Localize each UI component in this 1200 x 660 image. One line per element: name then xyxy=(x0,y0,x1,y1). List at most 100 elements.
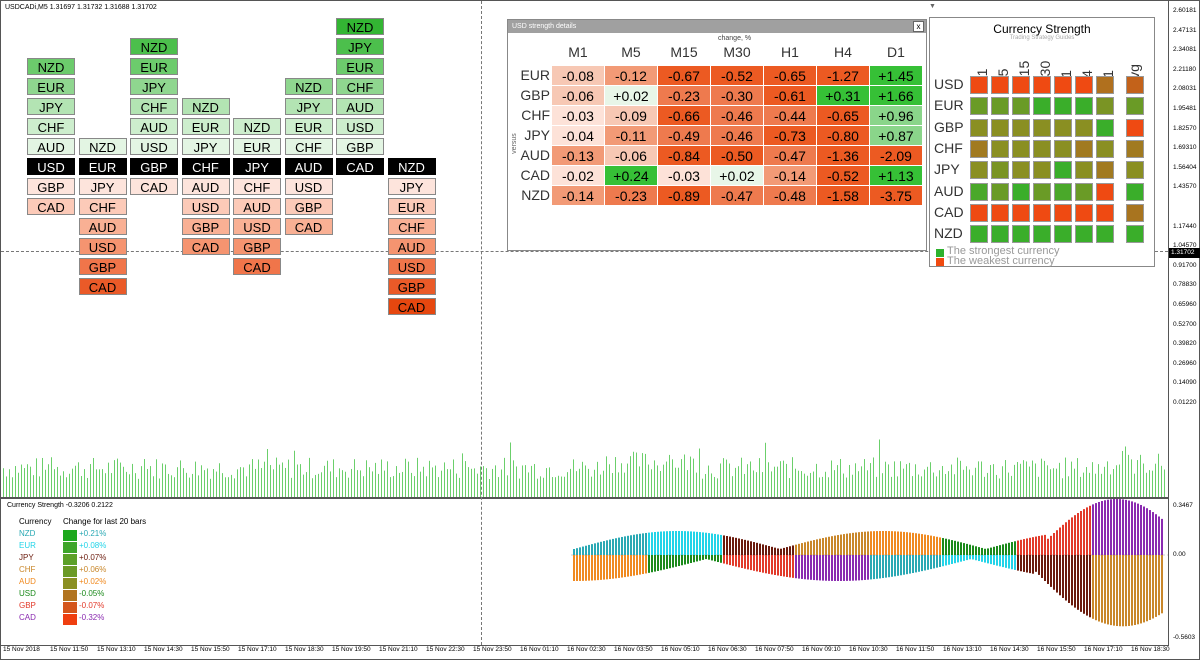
volume-bar xyxy=(324,465,325,497)
indicator-bar xyxy=(630,535,632,555)
currency-strength-panel[interactable]: Currency Strength Trading Strategy Guide… xyxy=(929,17,1155,267)
indicator-bar xyxy=(696,555,698,562)
currency-cell: GBP xyxy=(181,218,230,235)
volume-bar xyxy=(765,442,766,497)
volume-bar xyxy=(1095,473,1096,497)
change-cell: +0.02 xyxy=(605,86,658,106)
volume-bar xyxy=(60,475,61,497)
volume-bar xyxy=(285,467,286,497)
strength-square xyxy=(1096,76,1114,94)
volume-bar xyxy=(930,462,931,497)
volume-bar xyxy=(1056,468,1057,497)
strength-square xyxy=(1126,118,1144,137)
indicator-bar xyxy=(1077,513,1079,555)
volume-bar xyxy=(168,473,169,497)
currency-cell: NZD xyxy=(78,138,127,155)
indicator-bar xyxy=(732,537,734,555)
indicator-bar xyxy=(1098,501,1100,555)
indicator-bar xyxy=(741,539,743,555)
price-tick: 0.52700 xyxy=(1173,320,1197,328)
volume-bar xyxy=(1050,469,1051,497)
selected-currency-cell[interactable]: USD xyxy=(27,158,75,175)
volume-bar xyxy=(1125,446,1126,497)
indicator-bar xyxy=(1053,555,1055,590)
change-cell: -3.75 xyxy=(870,186,923,206)
selected-currency-cell[interactable]: EUR xyxy=(78,158,127,175)
currency-cell: JPY xyxy=(284,98,333,115)
strength-square xyxy=(1096,161,1114,180)
indicator-bar xyxy=(837,535,839,555)
currency-cell: CAD xyxy=(284,218,333,235)
price-tick: 0.14090 xyxy=(1173,379,1197,387)
time-tick: 16 Nov 15:50 xyxy=(1037,646,1076,653)
change-cell: -0.14 xyxy=(552,186,605,206)
volume-bar xyxy=(966,466,967,497)
strength-square xyxy=(1012,225,1030,244)
volume-bar xyxy=(84,469,85,497)
selected-currency-cell[interactable]: GBP xyxy=(130,158,178,175)
volume-bar xyxy=(654,460,655,497)
indicator-bar xyxy=(849,555,851,581)
volume-bar xyxy=(435,465,436,497)
indicator-bar xyxy=(1071,555,1073,606)
indicator-bar xyxy=(726,555,728,565)
volume-bar xyxy=(138,478,139,497)
volume-bar xyxy=(531,465,532,497)
selected-currency-cell[interactable]: NZD xyxy=(387,158,436,175)
volume-bar xyxy=(147,468,148,497)
indicator-bar xyxy=(684,531,686,555)
strength-square xyxy=(970,76,988,94)
indicator-bar xyxy=(810,540,812,555)
indicator-bar xyxy=(963,543,965,555)
volume-bar xyxy=(864,459,865,497)
close-button[interactable]: x xyxy=(913,21,924,32)
volume-bar xyxy=(579,468,580,497)
volume-bar xyxy=(777,466,778,497)
indicator-bar xyxy=(657,555,659,571)
indicator-bar xyxy=(1095,503,1097,555)
indicator-bar xyxy=(816,539,818,555)
volume-bar xyxy=(6,476,7,497)
indicator-bar xyxy=(750,555,752,571)
indicator-bar xyxy=(867,555,869,580)
currency-cell: AUD xyxy=(78,218,127,235)
volume-bar xyxy=(447,469,448,497)
volume-bar xyxy=(342,470,343,497)
selected-currency-cell[interactable]: JPY xyxy=(233,158,281,175)
volume-bar xyxy=(558,475,559,497)
indicator-bar xyxy=(870,555,872,580)
indicator-bar xyxy=(1134,555,1136,626)
volume-bar xyxy=(537,478,538,497)
indicator-bar xyxy=(1032,555,1034,574)
volume-bar xyxy=(258,459,259,497)
strength-square xyxy=(970,182,988,201)
volume-bar xyxy=(699,448,700,497)
indicator-bar xyxy=(1143,506,1145,555)
volume-bar xyxy=(423,466,424,497)
currency-cell: GBP xyxy=(78,258,127,275)
volume-bar xyxy=(363,476,364,497)
indicator-bar xyxy=(774,555,776,575)
volume-bar xyxy=(432,467,433,497)
volume-bar xyxy=(582,461,583,497)
legend-value: -0.05% xyxy=(79,589,105,598)
versus-currency: GBP xyxy=(520,87,550,103)
usd-strength-panel[interactable]: USD strength details x change, % versus … xyxy=(507,19,927,251)
volume-bar xyxy=(729,463,730,497)
usd-panel-header[interactable]: USD strength details x xyxy=(508,20,926,33)
indicator-bar xyxy=(612,555,614,579)
selected-currency-cell[interactable]: CAD xyxy=(336,158,384,175)
volume-bar xyxy=(546,468,547,497)
volume-bar xyxy=(1068,476,1069,497)
volume-bar xyxy=(762,472,763,497)
indicator-bar xyxy=(1038,535,1040,555)
selected-currency-cell[interactable]: CHF xyxy=(181,158,230,175)
indicator-bar xyxy=(1020,555,1022,572)
volume-bar xyxy=(378,473,379,497)
strength-square xyxy=(1012,118,1030,137)
volume-bar xyxy=(96,469,97,497)
indicator-bar xyxy=(909,555,911,574)
selected-currency-cell[interactable]: AUD xyxy=(284,158,333,175)
change-cell: -0.65 xyxy=(764,66,817,86)
